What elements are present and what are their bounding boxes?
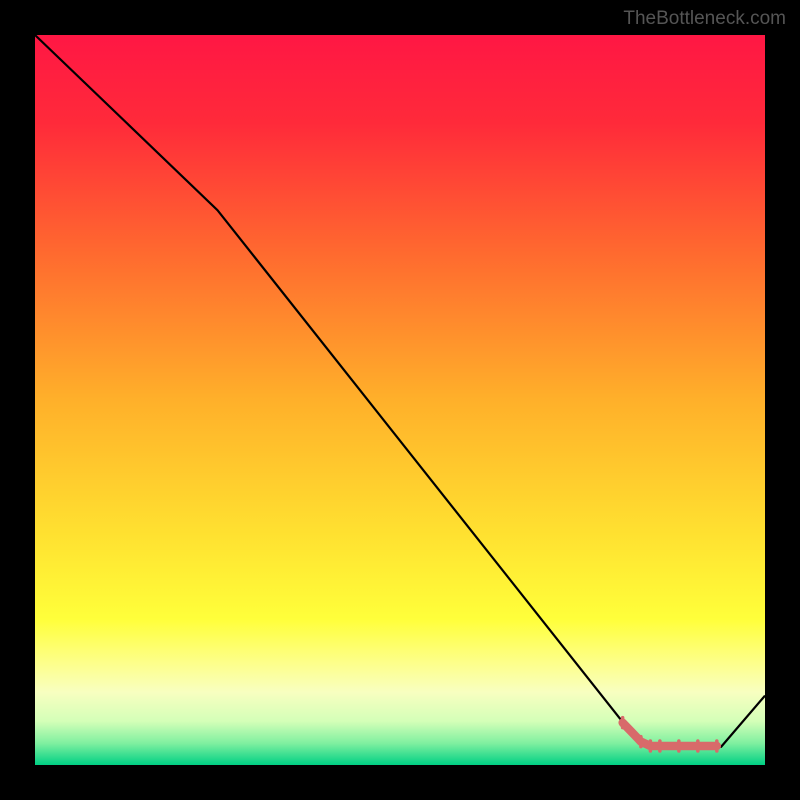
watermark-text: TheBottleneck.com [623,8,786,30]
chart-line-layer [35,35,765,765]
highlight-curve [623,723,717,746]
main-curve [35,35,765,747]
bottleneck-chart [35,35,765,765]
